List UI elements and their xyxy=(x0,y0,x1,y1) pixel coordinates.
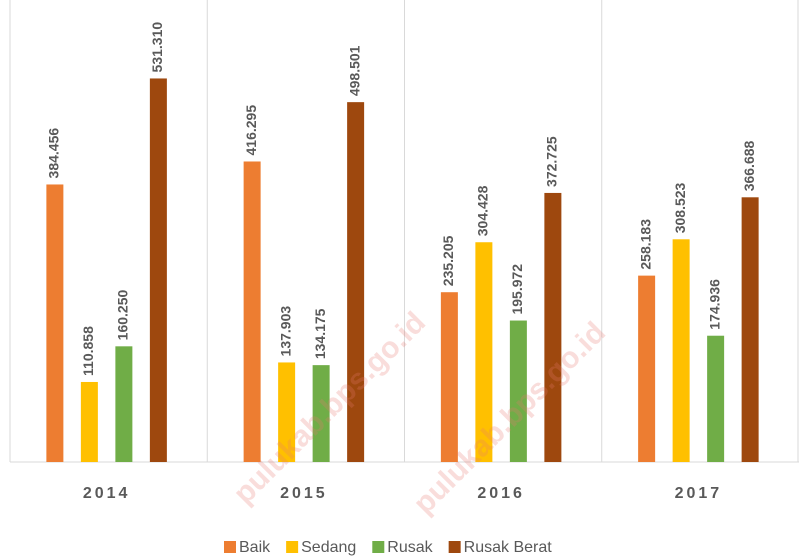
value-label: 235.205 xyxy=(440,235,456,286)
value-label: 258.183 xyxy=(637,219,653,270)
bar xyxy=(707,335,725,462)
bar xyxy=(243,161,261,462)
x-tick-label: 2015 xyxy=(280,485,328,502)
value-label: 366.688 xyxy=(741,140,757,191)
legend-label: Baik xyxy=(239,539,271,556)
bar xyxy=(149,78,167,462)
value-label: 304.428 xyxy=(475,185,491,236)
value-label: 416.295 xyxy=(243,105,259,156)
bar xyxy=(509,320,527,462)
bar xyxy=(741,197,759,462)
x-tick-label: 2014 xyxy=(83,485,131,502)
legend-label: Rusak xyxy=(387,539,433,556)
legend-swatch xyxy=(224,541,236,553)
value-label: 308.523 xyxy=(672,182,688,233)
value-label: 531.310 xyxy=(149,22,165,73)
legend-swatch xyxy=(448,541,461,553)
bar xyxy=(312,365,330,462)
legend-label: Rusak Berat xyxy=(464,539,553,556)
bar xyxy=(672,239,690,462)
bar xyxy=(347,102,365,462)
bar xyxy=(475,242,493,462)
x-tick-label: 2016 xyxy=(477,485,525,502)
value-label: 160.250 xyxy=(115,289,131,340)
value-label: 498.501 xyxy=(346,45,362,96)
bar xyxy=(46,184,64,462)
bar xyxy=(80,381,98,462)
legend-swatch xyxy=(286,541,299,553)
value-label: 174.936 xyxy=(706,279,722,330)
value-label: 384.456 xyxy=(46,128,62,179)
bar xyxy=(544,192,562,462)
bar xyxy=(115,346,133,462)
legend-label: Sedang xyxy=(301,539,356,556)
value-label: 134.175 xyxy=(312,308,328,359)
x-tick-label: 2017 xyxy=(675,485,723,502)
value-label: 110.858 xyxy=(80,326,96,376)
bar xyxy=(440,292,458,462)
bar xyxy=(278,362,296,462)
bar xyxy=(638,275,656,462)
value-label: 372.725 xyxy=(544,136,560,187)
value-label: 137.903 xyxy=(277,306,293,357)
value-label: 195.972 xyxy=(509,264,525,315)
legend-swatch xyxy=(372,541,385,553)
